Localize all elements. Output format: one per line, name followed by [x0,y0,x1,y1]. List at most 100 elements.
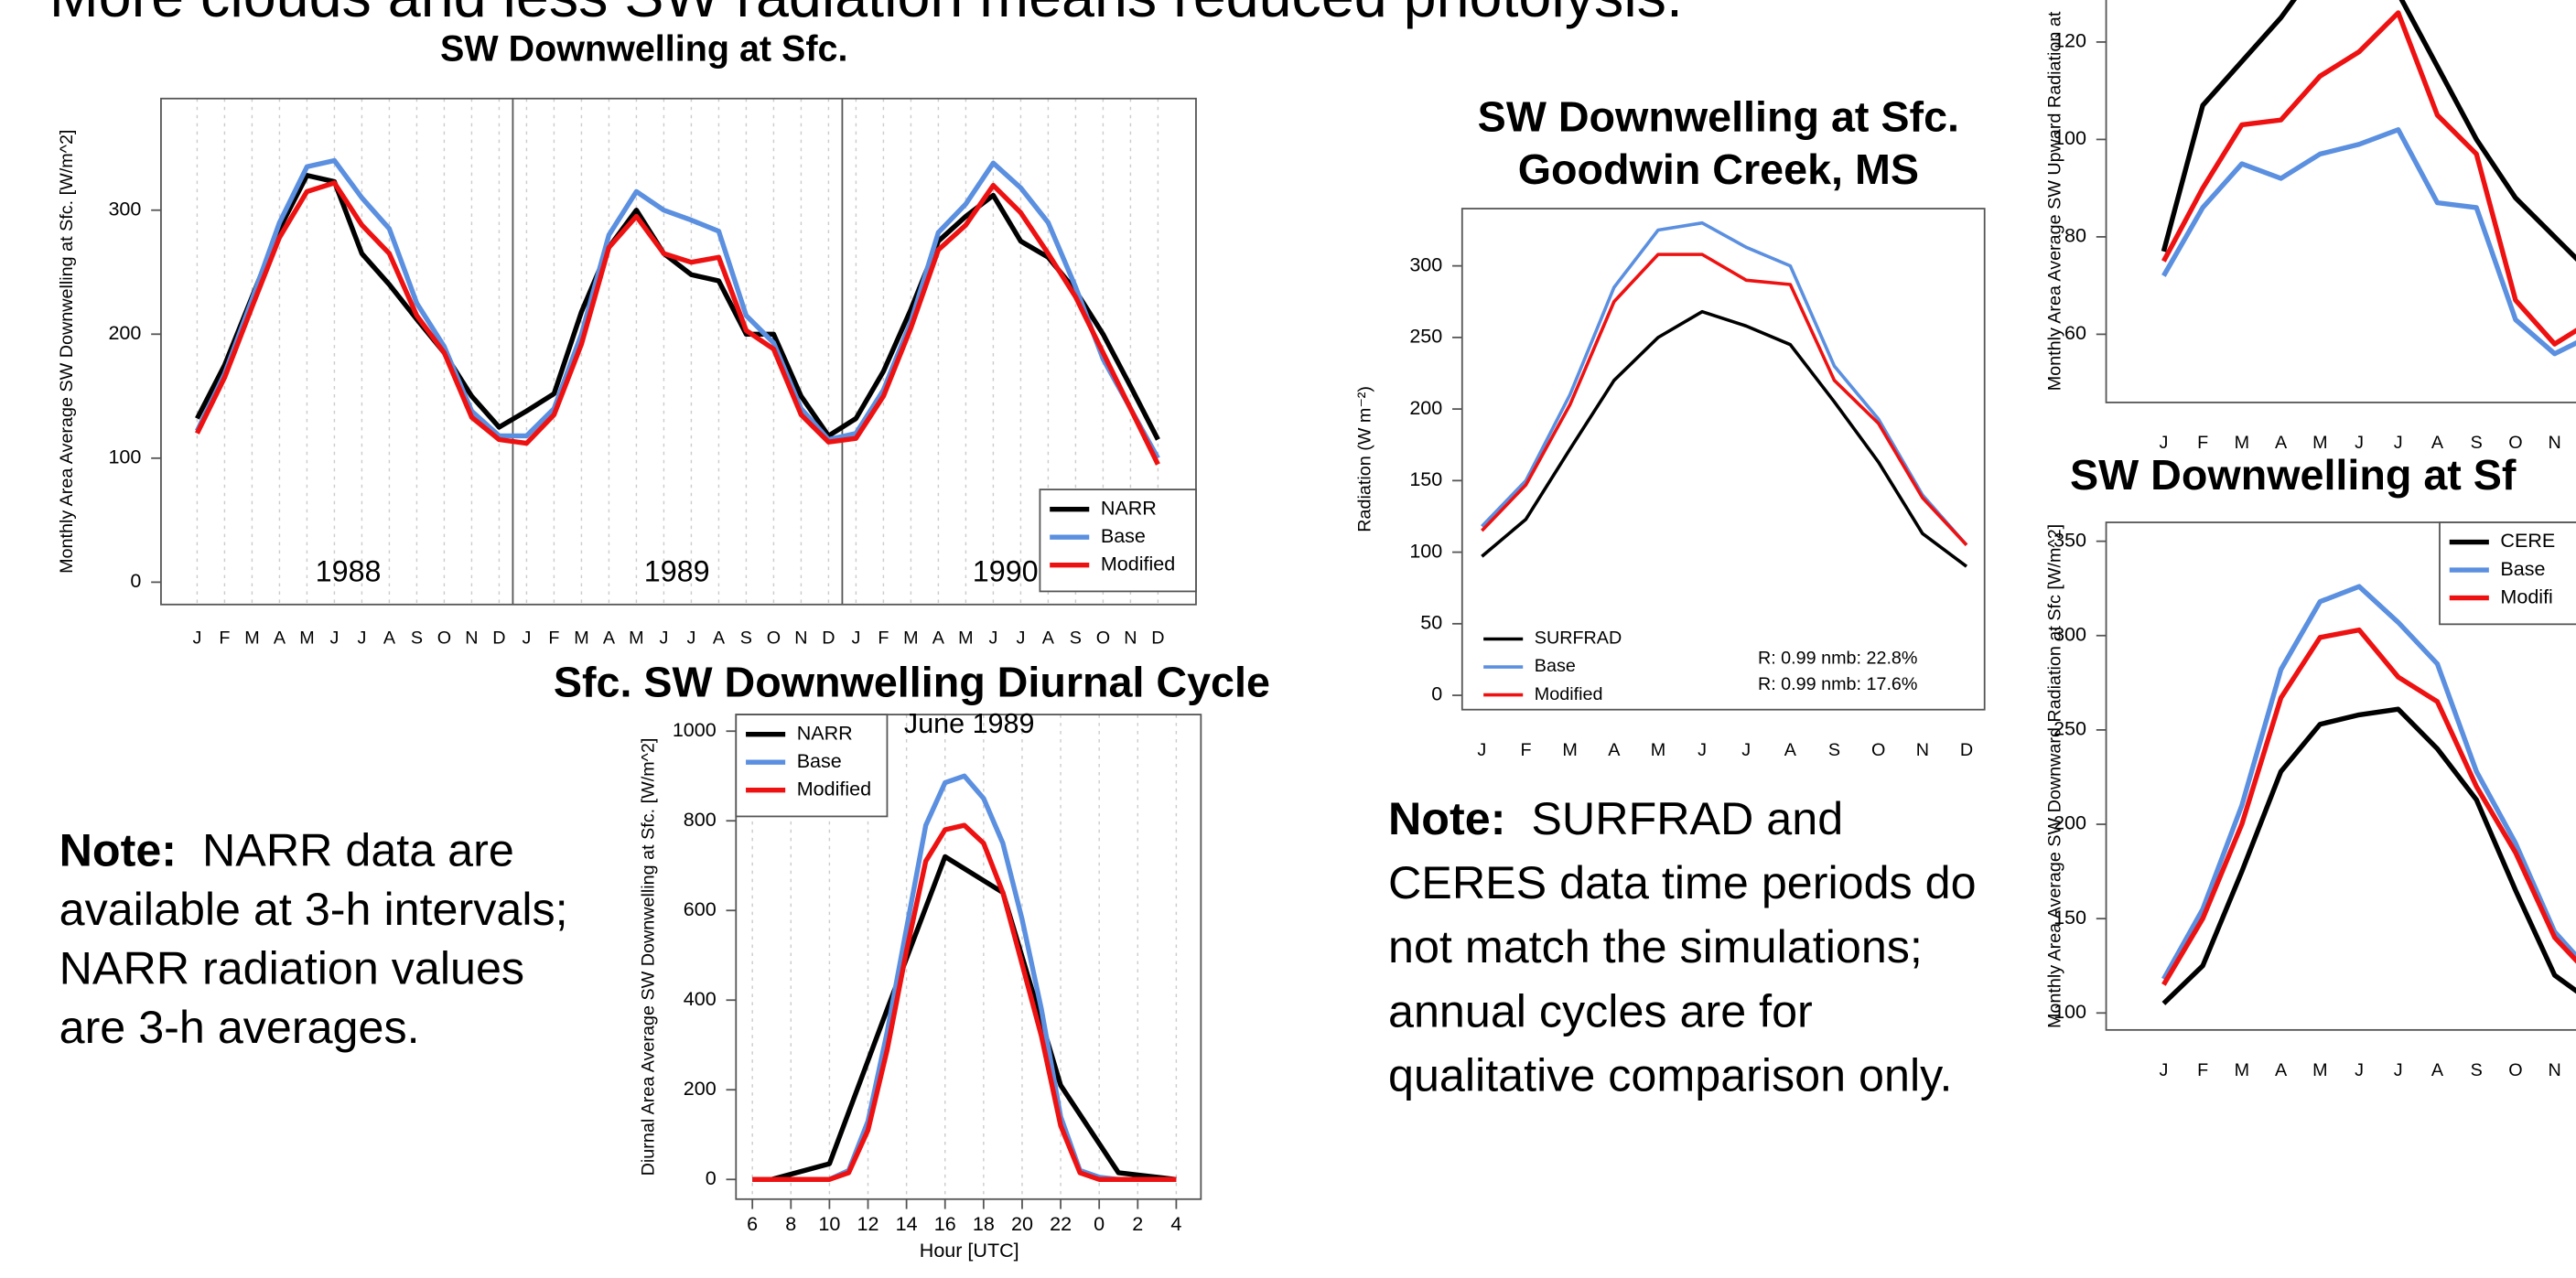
series-line [195,173,1160,441]
x-tick-label: A [383,628,396,649]
series-line [2161,706,2576,1005]
x-tick-label: M [2312,433,2327,453]
series-line [2161,127,2576,357]
x-tick-label: A [2431,433,2444,453]
legend-box [2439,521,2576,626]
x-tick-label: N [2549,433,2561,453]
x-tick-label: O [2508,1060,2522,1080]
plot-frame [1460,208,1986,711]
legend-label: Base [2500,558,2545,580]
series-line [2161,584,2576,981]
x-tick-label: N [794,628,807,649]
x-tick-label: M [299,628,314,649]
x-tick-label: D [1151,628,1164,649]
slide-title: More clouds and less SW radiation means … [49,0,1683,29]
y-tick-label: 100 [108,446,141,468]
legend-label: Base [1101,525,1146,547]
x-tick-label: O [767,628,781,649]
x-tick-label: J [2394,1060,2403,1080]
x-tick-label: 14 [896,1213,918,1235]
x-tick-label: 8 [785,1213,796,1235]
y-tick-label: 100 [2053,1001,2086,1023]
x-tick-label: D [822,628,835,649]
x-tick-label: M [629,628,643,649]
x-tick-label: J [2159,433,2168,453]
x-tick-label: A [932,628,945,649]
y-tick-label: 800 [684,809,717,831]
chart-title: SW Downwelling at Sf [2070,451,2517,499]
x-tick-label: D [492,628,505,649]
chart: 6080100120JFMAMJJASONDMonthly Area Avera… [2044,0,2576,453]
x-tick-label: 10 [818,1213,840,1235]
x-tick-label: J [329,628,339,649]
x-tick-label: F [2197,1060,2208,1080]
x-tick-label: J [851,628,860,649]
x-tick-label: J [192,628,201,649]
y-axis-label: Diurnal Area Average SW Downwelling at S… [639,738,659,1176]
y-tick-label: 150 [2053,907,2086,929]
x-tick-label: D [1960,740,1973,760]
x-tick-label: J [357,628,366,649]
x-tick-label: M [1562,740,1577,760]
y-tick-label: 300 [2053,623,2086,645]
y-tick-label: 0 [130,570,141,592]
annotation: R: 0.99 nmb: 17.6% [1758,674,1918,694]
x-tick-label: 4 [1170,1213,1181,1235]
y-tick-label: 300 [1409,253,1442,275]
y-axis-label: Monthly Area Average SW Downwelling at S… [57,130,77,574]
x-tick-label: 6 [747,1213,758,1235]
x-tick-label: 16 [934,1213,956,1235]
plot-frame [160,97,1197,606]
series-line [2161,627,2576,986]
x-tick-label: 2 [1132,1213,1143,1235]
x-tick-label: J [522,628,531,649]
legend-label: Base [797,750,842,772]
y-tick-label: 250 [2053,718,2086,740]
annotation: R: 0.99 nmb: 22.8% [1758,648,1918,668]
legend-label: CERE [2500,530,2555,552]
x-tick-label: A [603,628,616,649]
y-tick-label: 150 [1409,468,1442,490]
note-line: are 3-h averages. [59,1001,420,1053]
series-line [1481,252,1968,546]
y-tick-label: 200 [1409,397,1442,419]
x-tick-label: A [1608,740,1621,760]
note-line: available at 3-h intervals; [59,883,568,935]
note-text: NARR data are [202,823,514,875]
x-tick-label: J [988,628,997,649]
note-label: Note: [59,823,177,875]
x-tick-label: S [2471,433,2483,453]
note-line: annual cycles are for [1388,984,1813,1036]
chart-title: SW Downwelling at Sfc. [1478,93,1959,141]
plot-frame [2105,0,2576,403]
annotation: 1990 [973,555,1039,588]
y-tick-label: 80 [2064,225,2086,247]
series-line [2161,0,2576,262]
annotation: 1988 [316,555,382,588]
x-tick-label: J [659,628,668,649]
x-tick-label: S [2471,1060,2483,1080]
note-text: annual cycles are for [1388,984,1813,1036]
x-tick-label: O [437,628,451,649]
y-tick-label: 600 [684,898,717,920]
x-tick-label: J [2355,433,2364,453]
y-axis-label: Monthly Area Average SW Downward Radiati… [2044,524,2064,1028]
chart: 0 50 100 150 200 250 300 J F M A M J J A S O N D Radiation … [1354,93,1986,760]
note-text: NARR radiation values [59,942,524,994]
x-tick-label: J [2355,1060,2364,1080]
x-tick-label: F [878,628,889,649]
x-tick-label: A [1042,628,1055,649]
y-tick-label: 0 [706,1167,717,1189]
note-text: not match the simulations; [1388,920,1923,972]
y-tick-label: 200 [108,322,141,344]
plot-frame [735,714,1202,1200]
x-tick-label: J [686,628,695,649]
note-label: Note: [1388,792,1505,844]
x-tick-label: N [1124,628,1137,649]
y-tick-label: 0 [1431,683,1442,705]
x-tick-label: S [411,628,423,649]
x-tick-label: M [2235,433,2249,453]
x-tick-label: O [2508,433,2522,453]
chart: 100150200250300350JFMAMJJASONDMonthly Ar… [2044,451,2576,1080]
